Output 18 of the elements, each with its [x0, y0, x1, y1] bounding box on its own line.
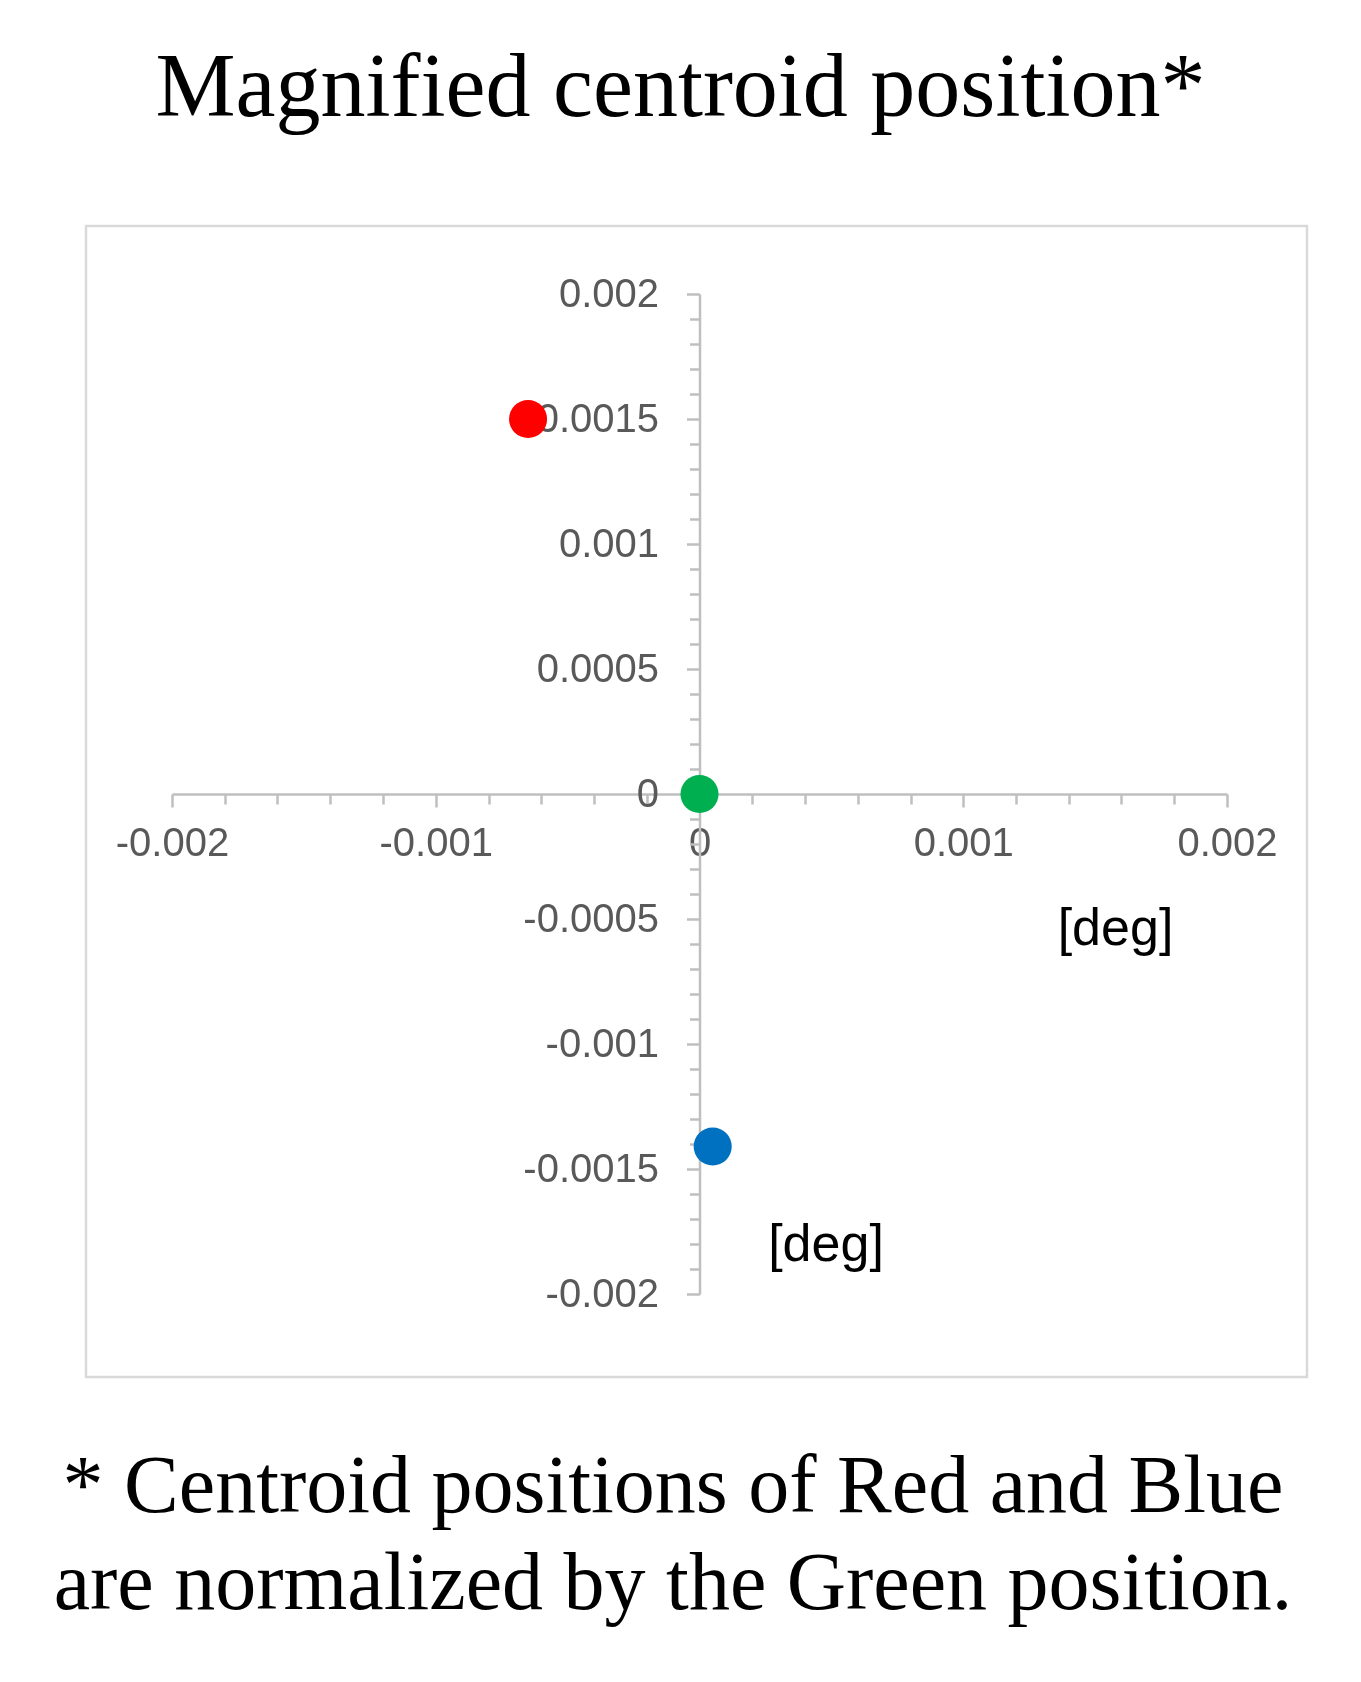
y-tick-label: 0: [636, 770, 659, 815]
x-tick-label: -0.001: [379, 819, 493, 864]
x-tick-label: 0.002: [1177, 819, 1278, 864]
y-axis-title: [deg]: [768, 1213, 884, 1272]
x-tick-label: -0.002: [115, 819, 230, 864]
chart-title: Magnified centroid position*: [155, 35, 1206, 135]
y-tick-label: -0.0005: [523, 895, 659, 940]
y-tick-label: -0.0015: [523, 1145, 659, 1190]
y-tick-label: 0.001: [558, 520, 659, 565]
text: * Centroid positions of Red and Blue are normalized by the Green position.: [53, 1439, 1293, 1627]
x-axis-title: [deg]: [1057, 897, 1174, 956]
y-tick-label: 0.0005: [536, 645, 659, 690]
point: [680, 775, 719, 813]
y-tick-label: 0.002: [558, 270, 659, 315]
x-tick-label: 0.001: [913, 819, 1014, 864]
y-tick-label: -0.002: [545, 1270, 659, 1315]
y-tick-label: -0.001: [545, 1020, 659, 1065]
point: [693, 1127, 732, 1166]
